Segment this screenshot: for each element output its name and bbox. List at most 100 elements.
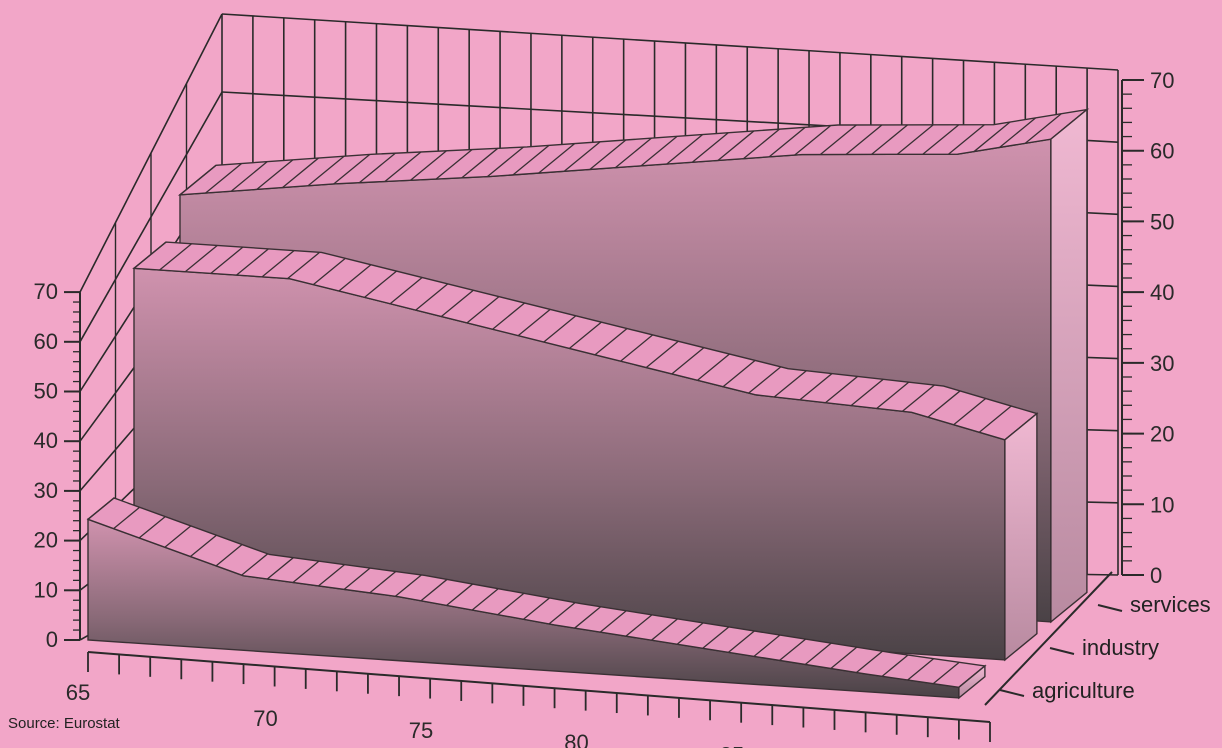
series-hatch-agriculture <box>574 606 602 629</box>
x-axis <box>87 651 991 723</box>
series-hatch-agriculture <box>651 618 678 641</box>
series-hatch-agriculture <box>727 630 755 653</box>
series-hatch-industry <box>312 257 346 286</box>
series-hatch-services <box>948 124 985 155</box>
series-hatch-agriculture <box>446 583 474 606</box>
right-axis-tick-label: 50 <box>1150 209 1174 234</box>
series-hatch-agriculture <box>215 544 243 567</box>
series-hatch-industry <box>159 243 193 271</box>
series-hatch-agriculture <box>266 557 294 580</box>
series-hatch-industry <box>210 246 244 274</box>
series-hatch-services <box>256 159 294 190</box>
series-hatch-industry <box>876 381 910 409</box>
series-hatch-services <box>179 164 217 196</box>
series-hatch-services <box>666 134 704 165</box>
series-hatch-industry <box>236 248 269 276</box>
series-hatch-services <box>538 143 576 174</box>
left-axis-tick-label: 0 <box>46 627 58 652</box>
x-axis-tick-label: 65 <box>66 680 90 705</box>
series-hatch-agriculture <box>856 650 883 674</box>
series-hatch-industry <box>133 241 167 269</box>
series-hatch-services <box>794 125 832 156</box>
right-axis-tick-label: 10 <box>1150 492 1174 517</box>
series-hatch-agriculture <box>241 553 269 576</box>
series-hatch-industry <box>773 370 807 398</box>
series-hatch-agriculture <box>369 571 397 594</box>
series-hatch-services <box>563 141 601 172</box>
series-hatch-industry <box>697 353 730 381</box>
right-axis-tick-label: 40 <box>1150 280 1174 305</box>
series-hatch-agriculture <box>292 560 320 583</box>
series-hatch-services <box>358 152 396 184</box>
series-hatch-services <box>486 146 524 178</box>
series-label-agriculture: agriculture <box>1032 678 1135 703</box>
series-hatch-agriculture <box>753 634 781 657</box>
left-axis-tick-label: 10 <box>34 577 58 602</box>
series-hatch-industry <box>569 321 602 349</box>
series-hatch-services <box>999 117 1037 148</box>
series-hatch-services <box>768 126 806 158</box>
series-hatch-services <box>333 153 371 185</box>
series-hatch-services <box>512 144 550 176</box>
series-hatch-services <box>973 121 1011 153</box>
left-axis-tick-label: 20 <box>34 528 58 553</box>
series-hatch-industry <box>287 251 321 280</box>
series-ribbon-industry <box>132 241 1039 662</box>
series-hatch-agriculture <box>471 588 499 611</box>
right-axis-tick-label: 70 <box>1150 68 1174 93</box>
series-hatch-industry <box>620 334 654 362</box>
series-hatch-agriculture <box>830 646 858 669</box>
series-end-agriculture <box>958 664 986 700</box>
series-hatch-agriculture <box>164 525 192 548</box>
depth-axis-tick <box>1049 647 1075 655</box>
back-grid-line <box>221 13 1119 71</box>
series-hatch-services <box>461 147 499 179</box>
left-axis-tick-label: 30 <box>34 478 58 503</box>
series-hatch-industry <box>389 276 423 305</box>
series-hatch-services <box>691 132 729 163</box>
series-hatch-services <box>871 124 909 155</box>
series-hatch-industry <box>722 359 756 388</box>
series-hatch-agriculture <box>113 506 141 530</box>
series-hatch-industry <box>415 283 449 311</box>
series-hatch-services <box>845 124 883 155</box>
series-hatch-agriculture <box>702 626 730 649</box>
series-hatch-agriculture <box>881 654 909 677</box>
series-hatch-industry <box>671 347 705 375</box>
x-axis-tick-label: 75 <box>409 718 433 743</box>
series-hatch-services <box>922 124 960 155</box>
series-hatch-industry <box>978 405 1012 433</box>
series-hatch-industry <box>927 390 961 418</box>
series-hatch-services <box>435 149 473 180</box>
series-hatch-industry <box>543 315 577 343</box>
series-hatch-agriculture <box>394 574 422 597</box>
series-label-services: services <box>1130 592 1211 617</box>
series-hatch-industry <box>261 250 295 278</box>
series-hatch-agriculture <box>138 516 166 539</box>
depth-axis-tick <box>999 689 1025 697</box>
series-label-industry: industry <box>1082 635 1159 660</box>
series-hatch-industry <box>364 270 397 298</box>
series-hatch-agriculture <box>907 658 935 681</box>
left-axis-tick-label: 40 <box>34 428 58 453</box>
series-hatch-services <box>410 150 447 181</box>
series-hatch-industry <box>850 378 884 407</box>
series-hatch-agriculture <box>343 567 371 590</box>
series-hatch-agriculture <box>190 534 217 558</box>
series-hatch-services <box>230 161 268 192</box>
series-hatch-industry <box>517 308 551 337</box>
series-hatch-industry <box>953 397 987 426</box>
series-hatch-industry <box>338 264 372 292</box>
left-axis-tick-label: 70 <box>34 279 58 304</box>
series-hatch-industry <box>902 384 935 412</box>
series-hatch-industry <box>799 373 833 401</box>
series-hatch-industry <box>492 302 526 330</box>
series-hatch-industry <box>645 340 679 369</box>
series-ribbons <box>86 108 1090 700</box>
right-axis-tick-label: 0 <box>1150 563 1162 588</box>
series-hatch-services <box>282 157 319 189</box>
series-hatch-services <box>307 155 345 187</box>
series-hatch-services <box>896 124 934 155</box>
right-axis-tick-label: 60 <box>1150 139 1174 164</box>
